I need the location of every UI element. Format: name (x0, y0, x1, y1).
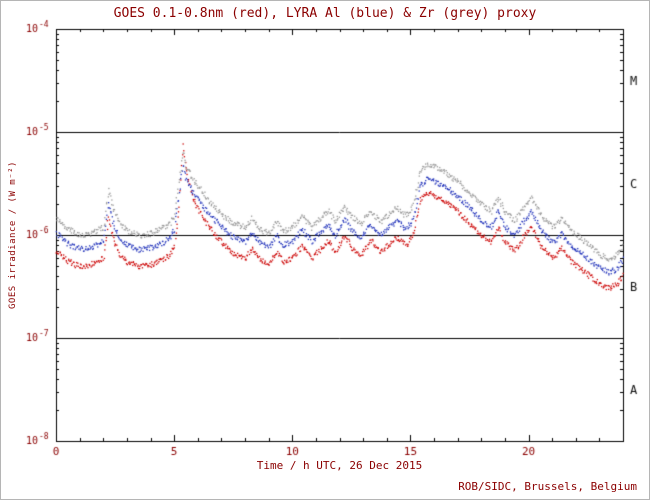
x-axis-label: Time / h UTC, 26 Dec 2015 (256, 459, 423, 472)
y-axis-label: GOES irradiance / (W m⁻²) (8, 161, 18, 309)
chart-title: GOES 0.1-0.8nm (red), LYRA Al (blue) & Z… (113, 6, 537, 21)
credit-footer: ROB/SIDC, Brussels, Belgium (458, 480, 637, 493)
